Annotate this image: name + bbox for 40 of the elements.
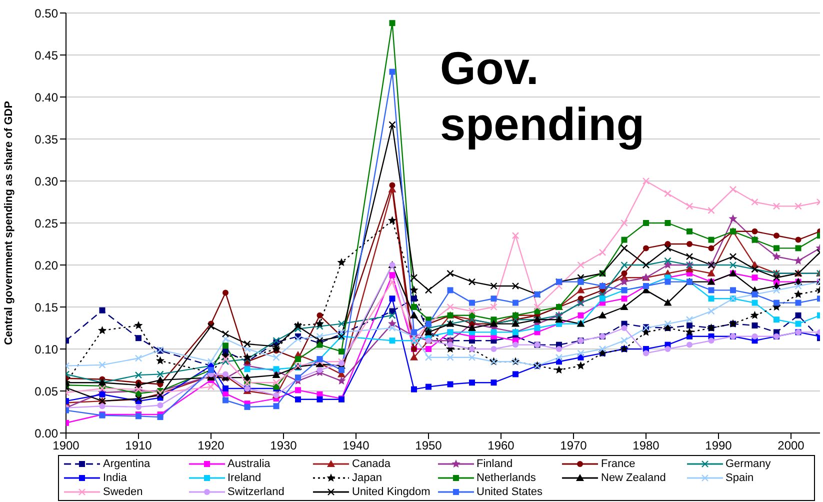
x-tick-label: 1980 — [632, 438, 660, 453]
y-tick-label: 0.05 — [34, 384, 58, 398]
x-tick-label: 1950 — [415, 438, 442, 453]
x-tick-label: 1930 — [270, 438, 298, 453]
legend-label: Finland — [476, 457, 513, 471]
x-tick-label: 1970 — [560, 438, 588, 453]
legend-label: India — [103, 471, 127, 485]
legend-label: Netherlands — [476, 471, 536, 485]
legend-label: France — [601, 457, 636, 471]
legend-label: United States — [476, 485, 543, 499]
legend-label: New Zealand — [601, 471, 666, 485]
legend-label: Switzerland — [228, 485, 284, 499]
legend-label: Ireland — [228, 471, 262, 485]
x-tick-label: 1900 — [52, 438, 80, 453]
y-tick-label: 0.45 — [34, 48, 58, 62]
y-tick-label: 0.40 — [34, 90, 58, 104]
legend-label: Japan — [352, 471, 382, 485]
text: Gov. spending — [440, 41, 646, 152]
y-tick-label: 0.20 — [34, 258, 58, 272]
x-tick-label: 1940 — [342, 438, 370, 453]
legend-label: Australia — [228, 457, 270, 471]
y-axis-title: Central government spending as share of GDP — [2, 101, 15, 345]
y-tick-label: 0.10 — [34, 342, 58, 356]
legend-label: Argentina — [103, 457, 150, 471]
y-tick-label: 0.00 — [34, 426, 58, 440]
x-tick-label: 1920 — [198, 438, 225, 453]
y-tick-label: 0.30 — [34, 174, 58, 188]
y-tick-label: 0.25 — [34, 216, 58, 230]
y-tick-label: 0.15 — [34, 300, 58, 314]
legend-label: Canada — [352, 457, 391, 471]
x-tick-label: 2000 — [778, 438, 805, 453]
y-tick-label: 0.35 — [34, 132, 58, 146]
legend-label: United Kingdom — [352, 485, 430, 499]
legend-label: Spain — [726, 471, 754, 485]
x-tick-label: 1990 — [705, 438, 732, 453]
x-tick-label: 1960 — [488, 438, 515, 453]
x-tick-label: 1910 — [125, 438, 152, 453]
legend-label: Sweden — [103, 485, 143, 499]
y-tick-label: 0.50 — [34, 6, 58, 20]
legend-label: Germany — [726, 457, 771, 471]
